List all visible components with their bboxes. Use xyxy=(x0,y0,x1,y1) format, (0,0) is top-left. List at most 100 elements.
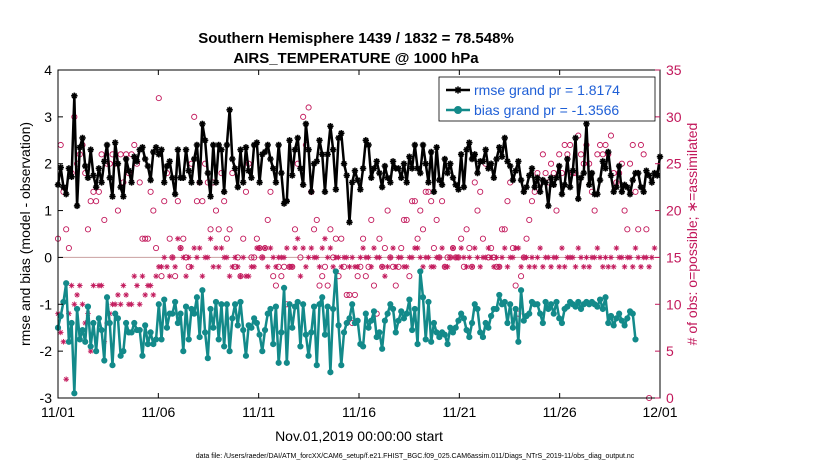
rmse-point xyxy=(605,148,612,156)
rmse-point xyxy=(436,176,443,184)
obs-assimilated-point xyxy=(553,254,560,261)
bias-point xyxy=(362,310,369,317)
bias-point xyxy=(79,326,86,334)
obs-possible-point xyxy=(518,273,525,280)
rmse-point xyxy=(193,141,201,149)
obs-assimilated-point xyxy=(608,254,614,261)
obs-possible-point xyxy=(439,198,446,205)
obs-assimilated-point xyxy=(158,264,165,270)
obs-possible-point xyxy=(403,216,410,223)
bias-point xyxy=(193,294,201,301)
obs-assimilated-point xyxy=(79,301,86,308)
bias-point xyxy=(425,298,432,306)
bias-point xyxy=(106,319,113,327)
rmse-point xyxy=(128,179,135,186)
bias-point xyxy=(430,319,438,327)
obs-possible-point xyxy=(248,254,255,261)
obs-possible-point xyxy=(384,207,391,214)
rmse-point xyxy=(542,179,549,186)
rmse-point xyxy=(261,148,269,156)
bias-point xyxy=(599,305,606,313)
x-tick-label: 11/06 xyxy=(141,404,175,420)
bias-point xyxy=(234,322,241,329)
bias-point xyxy=(177,310,184,317)
bias-point xyxy=(376,329,383,336)
bias-point xyxy=(452,324,459,331)
obs-assimilated-point xyxy=(215,264,222,270)
bias-point xyxy=(547,301,555,308)
obs-assimilated-point xyxy=(534,254,541,261)
bias-point xyxy=(316,301,323,308)
obs-assimilated-point xyxy=(458,245,464,251)
rmse-point xyxy=(411,141,419,149)
bias-point xyxy=(253,319,260,327)
obs-assimilated-point xyxy=(199,273,206,279)
bias-point xyxy=(280,284,288,291)
bias-point xyxy=(221,343,228,350)
rmse-point xyxy=(419,141,427,149)
rmse-point xyxy=(196,179,203,186)
bias-point xyxy=(463,326,470,334)
rmse-point xyxy=(231,165,239,172)
obs-possible-point xyxy=(114,207,121,214)
rmse-point xyxy=(79,134,86,142)
rmse-point xyxy=(147,176,154,184)
obs-assimilated-point xyxy=(172,264,178,270)
obs-possible-point xyxy=(539,151,546,158)
rmse-point xyxy=(414,165,421,172)
bias-point xyxy=(109,362,116,369)
rmse-point xyxy=(626,190,634,198)
obs-possible-point xyxy=(324,282,331,289)
obs-possible-point xyxy=(504,198,511,205)
obs-assimilated-point xyxy=(175,235,181,242)
x-axis-label: Nov.01,2019 00:00:00 start xyxy=(275,428,443,444)
rmse-point xyxy=(327,123,334,130)
obs-possible-point xyxy=(319,273,326,280)
bias-point xyxy=(226,348,233,355)
obs-assimilated-point xyxy=(117,301,124,308)
obs-assimilated-point xyxy=(463,264,470,270)
rmse-point xyxy=(286,137,293,144)
obs-assimilated-point xyxy=(531,264,538,270)
obs-assimilated-point xyxy=(150,292,157,298)
rmse-point xyxy=(272,179,280,186)
bias-point xyxy=(93,348,100,355)
bias-point xyxy=(520,317,527,324)
rmse-point xyxy=(351,167,359,174)
rmse-point xyxy=(302,120,310,128)
rmse-point xyxy=(101,158,108,165)
bias-point xyxy=(526,310,533,317)
y-tick-label: -1 xyxy=(40,296,53,312)
obs-assimilated-point xyxy=(316,264,323,270)
rmse-point xyxy=(536,188,544,196)
rmse-point xyxy=(468,155,476,163)
rmse-point xyxy=(501,134,508,142)
obs-assimilated-point xyxy=(561,264,568,270)
obs-assimilated-point xyxy=(180,254,187,261)
x-tick-label: 11/26 xyxy=(543,404,577,420)
obs-assimilated-point xyxy=(477,264,484,270)
y2-tick-label: 0 xyxy=(666,390,674,406)
rmse-point xyxy=(471,151,478,158)
rmse-point xyxy=(299,181,307,188)
obs-assimilated-point xyxy=(245,273,252,279)
rmse-point xyxy=(457,151,465,158)
obs-assimilated-point xyxy=(308,245,315,251)
obs-assimilated-point xyxy=(493,254,500,261)
obs-assimilated-point xyxy=(360,245,366,251)
legend-rmse-marker xyxy=(454,86,462,94)
rmse-point xyxy=(566,183,574,191)
obs-assimilated-point xyxy=(403,264,410,270)
obs-possible-point xyxy=(251,254,258,261)
bias-point xyxy=(419,294,427,301)
bias-point xyxy=(359,343,367,350)
rmse-point xyxy=(71,92,78,99)
bias-point xyxy=(283,359,290,366)
y2-axis-label: # of obs: o=possible; ∗=assimilated xyxy=(684,123,700,346)
obs-assimilated-point xyxy=(71,301,78,308)
obs-assimilated-point xyxy=(591,254,598,261)
obs-assimilated-point xyxy=(262,245,268,251)
rmse-point xyxy=(335,134,342,142)
y2-tick-label: 15 xyxy=(666,249,682,265)
bias-point xyxy=(139,352,146,359)
